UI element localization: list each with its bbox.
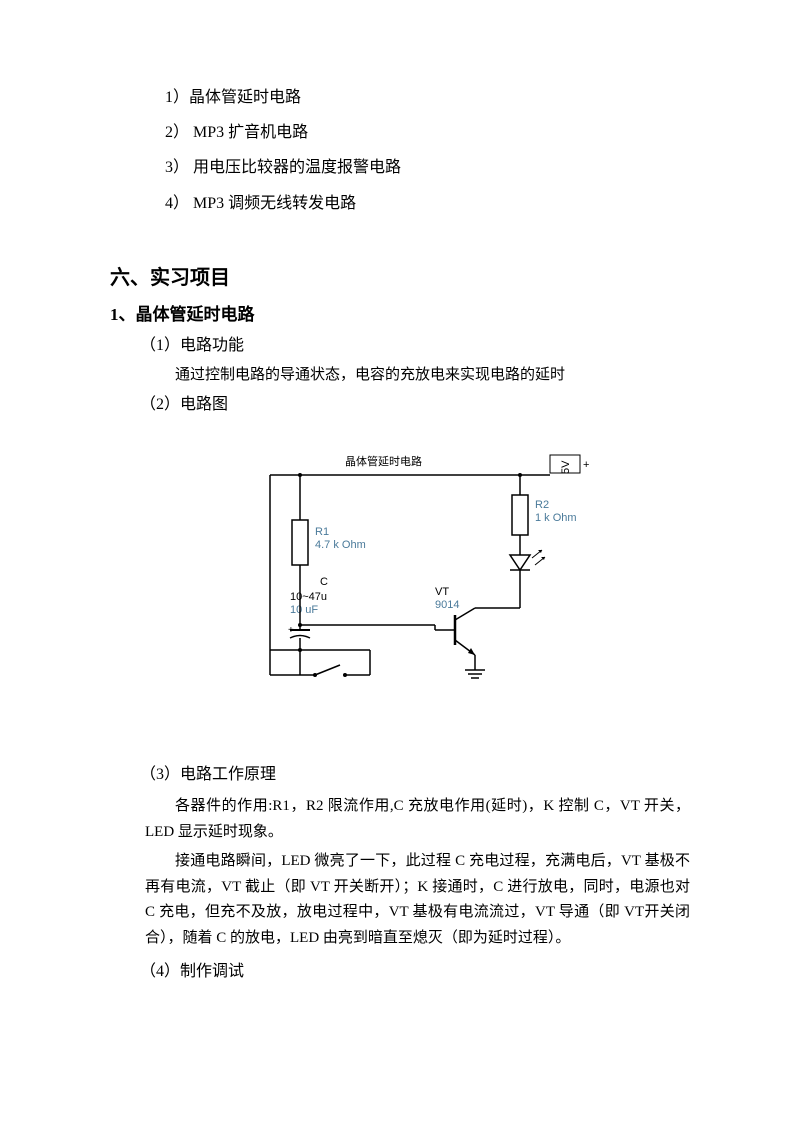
section-6-heading: 六、实习项目 bbox=[110, 261, 690, 290]
body-text-2: 接通电路瞬间，LED 微亮了一下，此过程 C 充电过程，充满电后，VT 基极不再… bbox=[145, 849, 690, 951]
body-text-1: 各器件的作用:R1，R2 限流作用,C 充放电作用(延时)，K 控制 C，VT … bbox=[145, 794, 690, 845]
sub-item-4-label: （4）制作调试 bbox=[140, 957, 690, 987]
sub-item-2-label: （2）电路图 bbox=[140, 390, 690, 420]
list-item-2: 2） MP3 扩音机电路 bbox=[165, 115, 690, 150]
svg-text:1 k Ohm: 1 k Ohm bbox=[535, 512, 577, 524]
circuit-title-text: 晶体管延时电路 bbox=[345, 454, 422, 468]
sub-item-1-label: （1）电路功能 bbox=[140, 331, 690, 361]
circuit-diagram: 晶体管延时电路 5V + R1 4.7 k Ohm C 10~47u 10 uF… bbox=[240, 450, 600, 730]
sub-item-1-desc: 通过控制电路的导通状态，电容的充放电来实现电路的延时 bbox=[175, 361, 690, 390]
list-item-3: 3） 用电压比较器的温度报警电路 bbox=[165, 150, 690, 185]
svg-text:4.7 k Ohm: 4.7 k Ohm bbox=[315, 539, 366, 551]
svg-text:5V: 5V bbox=[560, 460, 572, 474]
svg-text:9014: 9014 bbox=[435, 599, 459, 611]
svg-text:C: C bbox=[320, 576, 328, 588]
list-item-4: 4） MP3 调频无线转发电路 bbox=[165, 186, 690, 221]
sub-item-3-label: （3）电路工作原理 bbox=[140, 760, 690, 790]
svg-text:R2: R2 bbox=[535, 499, 549, 511]
svg-text:+: + bbox=[583, 459, 589, 471]
list-item-1: 1）晶体管延时电路 bbox=[165, 80, 690, 115]
subsection-1-heading: 1、晶体管延时电路 bbox=[110, 300, 690, 325]
svg-text:10 uF: 10 uF bbox=[290, 604, 318, 616]
svg-text:R1: R1 bbox=[315, 526, 329, 538]
svg-text:VT: VT bbox=[435, 586, 449, 598]
svg-text:10~47u: 10~47u bbox=[290, 591, 327, 603]
